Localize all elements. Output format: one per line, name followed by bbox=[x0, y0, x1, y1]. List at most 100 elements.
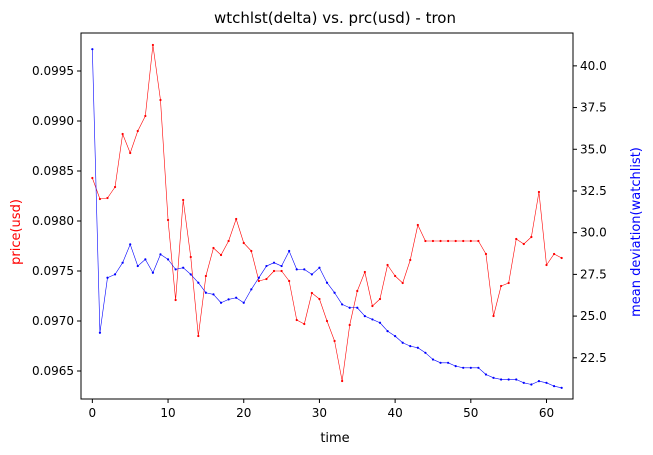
data-point-price bbox=[257, 279, 260, 283]
data-point-deviation bbox=[431, 358, 435, 361]
data-point-price bbox=[545, 263, 548, 267]
data-point-deviation bbox=[348, 306, 351, 309]
data-point-deviation bbox=[106, 276, 109, 279]
data-point-price bbox=[98, 197, 102, 201]
data-point-price bbox=[182, 198, 185, 202]
data-point-deviation bbox=[91, 48, 94, 51]
y-left-tick-label: 0.0985 bbox=[32, 164, 74, 178]
data-point-deviation bbox=[113, 273, 117, 276]
data-point-price bbox=[166, 218, 170, 222]
data-point-price bbox=[106, 196, 109, 200]
y-left-tick-label: 0.0990 bbox=[32, 114, 74, 128]
data-point-price bbox=[219, 253, 223, 257]
data-point-deviation bbox=[272, 261, 276, 264]
data-point-price bbox=[431, 239, 435, 243]
data-point-deviation bbox=[499, 378, 503, 381]
data-point-deviation bbox=[356, 306, 359, 309]
data-point-price bbox=[356, 289, 359, 293]
y-left-tick-label: 0.0970 bbox=[32, 314, 74, 328]
data-point-price bbox=[454, 239, 457, 243]
data-point-price bbox=[113, 185, 117, 189]
data-point-price bbox=[462, 239, 465, 243]
data-point-price bbox=[325, 319, 329, 323]
data-point-deviation bbox=[341, 303, 344, 306]
data-point-price bbox=[136, 129, 139, 133]
data-point-price bbox=[129, 151, 132, 155]
data-point-price bbox=[333, 339, 336, 343]
data-point-deviation bbox=[174, 268, 177, 271]
y-right-tick-label: 37.5 bbox=[580, 101, 607, 115]
data-point-price bbox=[499, 284, 503, 288]
data-point-price bbox=[416, 223, 419, 227]
data-point-deviation bbox=[182, 266, 185, 269]
data-point-price bbox=[295, 318, 298, 322]
data-point-price bbox=[227, 239, 230, 243]
data-point-deviation bbox=[280, 264, 283, 268]
data-point-price bbox=[507, 281, 510, 285]
y-right-tick-label: 40.0 bbox=[580, 59, 607, 73]
data-point-price bbox=[469, 239, 472, 243]
data-point-deviation bbox=[454, 365, 457, 368]
y-right-tick-label: 25.0 bbox=[580, 309, 607, 323]
data-point-deviation bbox=[386, 330, 389, 333]
data-point-price bbox=[242, 241, 245, 245]
data-point-price bbox=[303, 322, 306, 326]
data-point-price bbox=[151, 43, 155, 47]
data-point-deviation bbox=[235, 296, 238, 299]
x-tick-label: 40 bbox=[387, 406, 402, 420]
data-point-price bbox=[265, 277, 268, 281]
data-point-price bbox=[552, 252, 556, 256]
y-right-axis-label: mean deviation(watchlist) bbox=[629, 147, 644, 317]
data-point-deviation bbox=[151, 271, 155, 274]
data-point-deviation bbox=[552, 385, 556, 388]
data-point-deviation bbox=[121, 261, 124, 264]
y-right-tick-label: 22.5 bbox=[580, 351, 607, 365]
data-point-price bbox=[272, 269, 276, 273]
x-tick-label: 0 bbox=[89, 406, 97, 420]
data-point-deviation bbox=[394, 335, 397, 338]
data-point-price bbox=[447, 239, 450, 243]
data-point-deviation bbox=[295, 268, 298, 271]
data-point-price bbox=[318, 297, 321, 301]
data-point-deviation bbox=[227, 298, 230, 301]
data-point-deviation bbox=[166, 258, 170, 261]
plot-frame bbox=[80, 32, 574, 400]
data-point-deviation bbox=[416, 346, 419, 349]
data-point-deviation bbox=[129, 243, 132, 246]
data-point-price bbox=[204, 274, 207, 278]
x-tick-label: 50 bbox=[463, 406, 478, 420]
data-point-price bbox=[537, 190, 541, 194]
x-tick-label: 60 bbox=[539, 406, 554, 420]
data-point-deviation bbox=[515, 378, 518, 381]
data-point-deviation bbox=[333, 291, 336, 294]
data-point-deviation bbox=[288, 249, 291, 253]
y-left-axis-label: price(usd) bbox=[9, 199, 24, 265]
data-point-deviation bbox=[257, 276, 260, 279]
data-point-price bbox=[409, 258, 412, 262]
data-point-deviation bbox=[189, 273, 192, 276]
y-left-tick-label: 0.0995 bbox=[32, 64, 74, 78]
data-point-deviation bbox=[197, 281, 200, 284]
data-point-price bbox=[197, 334, 200, 338]
x-tick-label: 30 bbox=[312, 406, 327, 420]
data-point-price bbox=[492, 314, 495, 318]
data-point-price bbox=[144, 114, 147, 118]
data-point-price bbox=[348, 323, 351, 327]
data-point-deviation bbox=[439, 361, 442, 364]
data-point-deviation bbox=[492, 376, 495, 379]
x-axis-label: time bbox=[320, 431, 349, 446]
data-point-deviation bbox=[469, 366, 472, 369]
data-point-deviation bbox=[378, 321, 382, 324]
data-point-price bbox=[522, 242, 525, 246]
data-point-deviation bbox=[409, 345, 412, 348]
data-point-price bbox=[560, 256, 563, 260]
data-point-deviation bbox=[325, 281, 329, 284]
data-point-deviation bbox=[537, 380, 541, 383]
data-point-deviation bbox=[242, 301, 245, 304]
data-point-price bbox=[401, 281, 404, 285]
data-point-deviation bbox=[447, 361, 450, 364]
data-point-deviation bbox=[371, 318, 374, 321]
data-point-deviation bbox=[136, 264, 139, 268]
